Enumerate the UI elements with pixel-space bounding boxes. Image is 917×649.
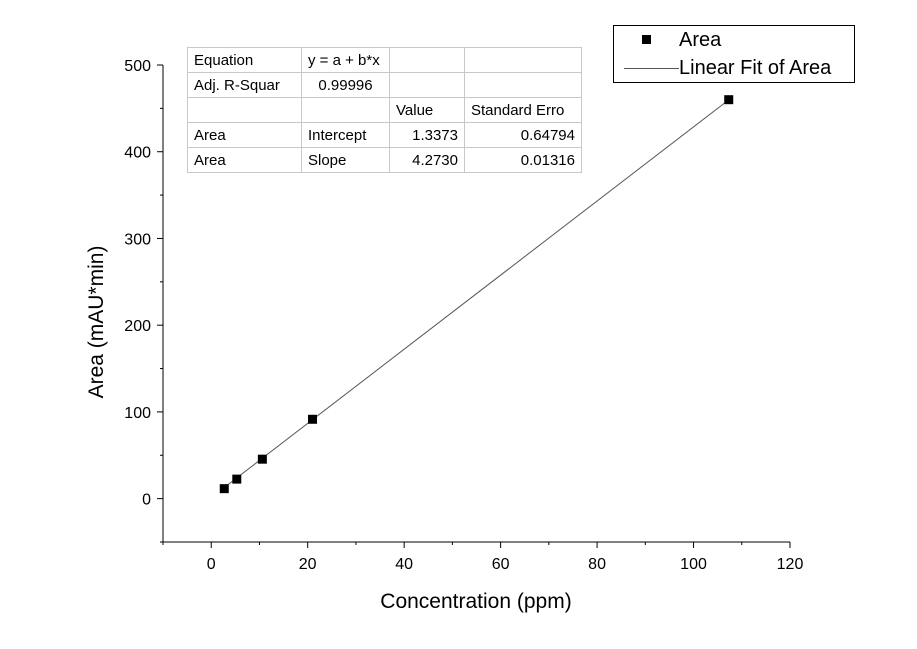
table-row: Adj. R-Squar 0.99996 — [187, 72, 582, 98]
x-tick-label: 80 — [588, 556, 606, 573]
square-marker-icon — [642, 35, 651, 44]
stderr-header: Standard Erro — [464, 97, 582, 123]
row-param: Slope — [301, 147, 390, 173]
data-point — [257, 454, 267, 464]
table-cell — [464, 47, 582, 73]
table-cell — [464, 72, 582, 98]
legend-label: Linear Fit of Area — [679, 57, 832, 79]
y-tick-label: 200 — [124, 318, 151, 335]
adj-r-square-label: Adj. R-Squar — [187, 72, 302, 98]
table-cell — [389, 72, 465, 98]
x-tick-label: 40 — [395, 556, 413, 573]
x-tick-label: 20 — [299, 556, 317, 573]
table-row: Area Slope 4.2730 0.01316 — [187, 147, 582, 173]
table-cell — [301, 97, 390, 123]
table-row: Value Standard Erro — [187, 97, 582, 123]
equation-label: Equation — [187, 47, 302, 73]
equation-value: y = a + b*x — [301, 47, 390, 73]
fit-statistics-table: Equation y = a + b*x Adj. R-Squar 0.9999… — [187, 47, 582, 173]
line-sample-icon — [624, 68, 679, 69]
row-name: Area — [187, 147, 302, 173]
table-cell — [187, 97, 302, 123]
y-tick-label: 100 — [124, 405, 151, 422]
x-tick-label: 60 — [492, 556, 510, 573]
value-header: Value — [389, 97, 465, 123]
table-row: Area Intercept 1.3373 0.64794 — [187, 122, 582, 148]
x-tick-label: 0 — [207, 556, 216, 573]
row-param: Intercept — [301, 122, 390, 148]
axes: 0 20 40 60 80 100 120 0 100 200 300 400 500 — [124, 58, 803, 573]
y-tick-label: 500 — [124, 58, 151, 75]
row-stderr: 0.01316 — [464, 147, 582, 173]
adj-r-square-value: 0.99996 — [301, 72, 390, 98]
data-point — [219, 484, 229, 494]
y-axis-label: Area (mAU*min) — [85, 246, 108, 399]
x-tick-label: 120 — [777, 556, 804, 573]
legend-label: Area — [679, 29, 722, 51]
data-point — [724, 95, 734, 105]
x-tick-label: 100 — [680, 556, 707, 573]
row-value: 1.3373 — [389, 122, 465, 148]
x-axis-label: Concentration (ppm) — [380, 590, 571, 613]
table-cell — [389, 47, 465, 73]
row-stderr: 0.64794 — [464, 122, 582, 148]
legend: Area Linear Fit of Area — [613, 25, 855, 83]
y-tick-label: 400 — [124, 145, 151, 162]
row-value: 4.2730 — [389, 147, 465, 173]
data-point — [232, 474, 242, 484]
table-row: Equation y = a + b*x — [187, 47, 582, 73]
plot-area — [219, 95, 734, 494]
data-point — [308, 414, 318, 424]
y-tick-label: 300 — [124, 231, 151, 248]
row-name: Area — [187, 122, 302, 148]
y-tick-label: 0 — [142, 492, 151, 509]
